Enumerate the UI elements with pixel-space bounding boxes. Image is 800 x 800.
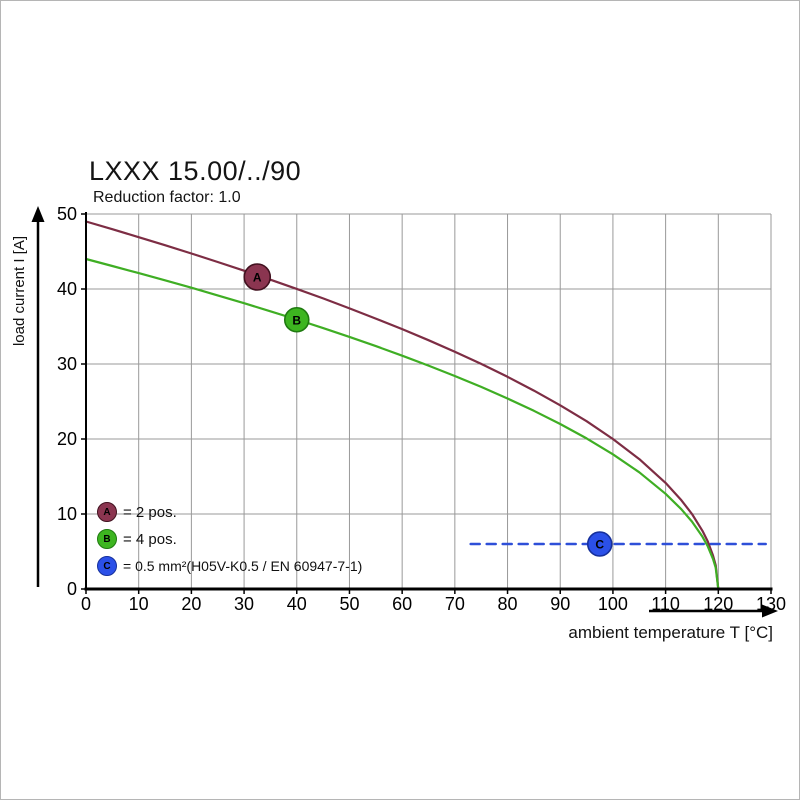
y-tick-label: 20 xyxy=(57,429,77,449)
y-tick-label: 50 xyxy=(57,204,77,224)
legend-label-c: = 0.5 mm²(H05V-K0.5 / EN 60947-7-1) xyxy=(123,558,363,574)
y-tick-label: 30 xyxy=(57,354,77,374)
x-tick-label: 70 xyxy=(445,594,465,614)
y-tick-label: 40 xyxy=(57,279,77,299)
x-tick-label: 120 xyxy=(703,594,733,614)
x-tick-label: 10 xyxy=(129,594,149,614)
x-tick-label: 30 xyxy=(234,594,254,614)
x-tick-label: 40 xyxy=(287,594,307,614)
y-tick-label: 10 xyxy=(57,504,77,524)
legend-marker-b-icon: B xyxy=(97,529,117,549)
chart-subtitle: Reduction factor: 1.0 xyxy=(93,189,241,206)
x-tick-label: 90 xyxy=(550,594,570,614)
marker-letter-A: A xyxy=(253,271,262,285)
x-tick-label: 110 xyxy=(651,594,680,614)
legend-label-a: = 2 pos. xyxy=(123,503,177,521)
marker-B xyxy=(283,306,310,333)
legend-marker-c-icon: C xyxy=(97,556,117,576)
x-tick-label: 100 xyxy=(598,594,628,614)
x-axis-arrow-head xyxy=(762,604,778,618)
legend-marker-a-icon: A xyxy=(97,502,117,522)
x-axis-label: ambient temperature T [°C] xyxy=(568,623,773,642)
legend-label-b: = 4 pos. xyxy=(123,530,177,548)
x-tick-label: 80 xyxy=(498,594,518,614)
x-tick-label: 0 xyxy=(81,594,91,614)
curve-B xyxy=(84,257,720,591)
chart-title: LXXX 15.00/../90 xyxy=(89,156,302,186)
marker-A xyxy=(243,263,272,291)
y-axis-arrow-head xyxy=(31,206,45,222)
legend-item-c: C = 0.5 mm²(H05V-K0.5 / EN 60947-7-1) xyxy=(97,556,362,576)
y-tick-label: 0 xyxy=(67,579,77,599)
legend-item-b: B = 4 pos. xyxy=(97,529,362,549)
legend-item-a: A = 2 pos. xyxy=(97,502,362,522)
marker-C xyxy=(586,531,613,557)
x-tick-label: 20 xyxy=(181,594,201,614)
curve-A xyxy=(84,220,720,591)
x-tick-label: 60 xyxy=(392,594,412,614)
x-tick-label: 50 xyxy=(339,594,359,614)
legend: A = 2 pos. B = 4 pos. C = 0.5 mm²(H05V-K0.5 /… xyxy=(97,502,362,583)
marker-letter-B: B xyxy=(292,313,301,327)
marker-letter-C: C xyxy=(595,538,604,552)
